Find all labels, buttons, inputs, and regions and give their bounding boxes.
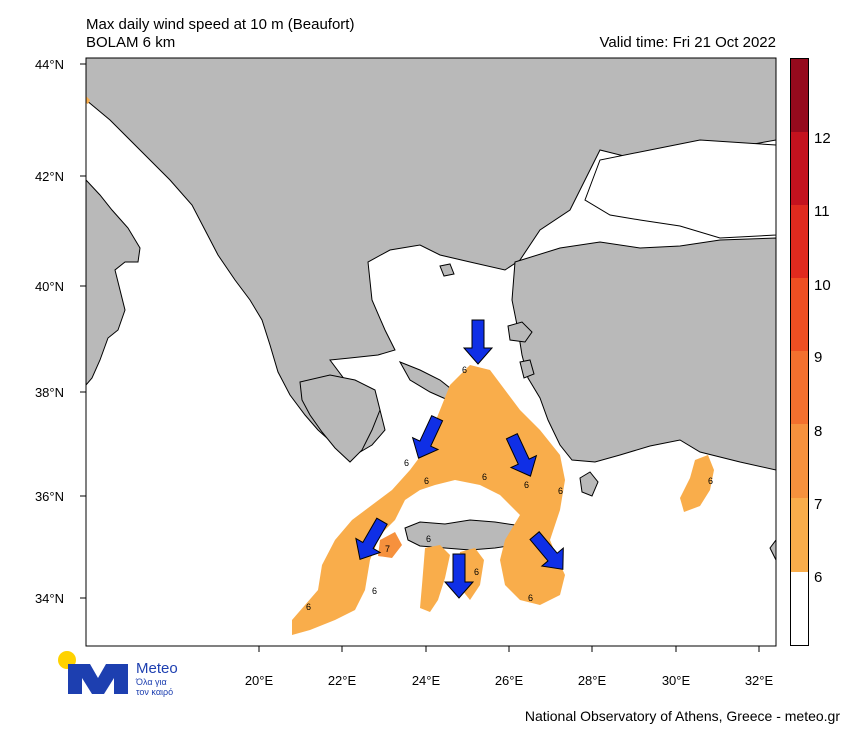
wind-arrows <box>355 319 564 599</box>
lon-label: 28°E <box>577 673 607 688</box>
colorbar-segment-lt6 <box>791 572 808 645</box>
colorbar-label: 10 <box>814 277 831 294</box>
wind-value-label: 6 <box>708 476 713 486</box>
map-frame <box>85 57 777 647</box>
colorbar-segment-6 <box>791 498 808 572</box>
arrow-icon <box>443 553 475 599</box>
land-rhodes <box>579 471 599 497</box>
colorbar-segment-11 <box>791 132 808 205</box>
arrow-icon <box>505 433 538 477</box>
colorbar-label: 6 <box>814 569 823 586</box>
valid-time: Valid time: Fri 21 Oct 2022 <box>599 34 776 51</box>
wind-value-label: 6 <box>426 534 431 544</box>
arrow-icon <box>529 531 564 570</box>
land-chios <box>519 359 535 379</box>
land-cyprus <box>769 539 776 561</box>
lat-label: 40°N <box>34 279 64 294</box>
wind-area-south-crete <box>420 545 450 612</box>
colorbar-label: 11 <box>814 203 830 220</box>
wind-value-label: 6 <box>474 567 479 577</box>
lon-label: 20°E <box>244 673 274 688</box>
arrow-icon <box>355 517 388 560</box>
map-title: Max daily wind speed at 10 m (Beaufort) <box>86 16 355 33</box>
lon-label: 24°E <box>411 673 441 688</box>
wind-value-label: 6 <box>482 472 487 482</box>
lon-label: 26°E <box>494 673 524 688</box>
colorbar <box>790 58 809 646</box>
colorbar-segment-8 <box>791 351 808 424</box>
colorbar-label: 7 <box>814 496 823 513</box>
wind-value-label: 6 <box>372 586 377 596</box>
colorbar-label: 12 <box>814 130 831 147</box>
lat-label: 42°N <box>34 169 64 184</box>
land-thasos <box>439 263 455 277</box>
colorbar-segment-10 <box>791 205 808 278</box>
lon-label: 30°E <box>661 673 691 688</box>
lat-label: 34°N <box>34 591 64 606</box>
wind-value-label: 6 <box>306 602 311 612</box>
colorbar-segment-7 <box>791 424 808 498</box>
wind-value-label: 6 <box>528 593 533 603</box>
logo-tagline: Όλα για <box>136 677 167 687</box>
wind-value-label: 6 <box>462 365 467 375</box>
model-name: BOLAM 6 km <box>86 34 176 51</box>
colorbar-segment-12 <box>791 59 808 132</box>
wind-area-east-med <box>680 455 714 512</box>
logo-name: Meteo <box>136 660 178 677</box>
lon-label: 32°E <box>744 673 774 688</box>
wind-value-label: 6 <box>424 476 429 486</box>
wind-area-aegean <box>292 365 565 635</box>
axis-ticks <box>80 63 760 652</box>
footer-credit: National Observatory of Athens, Greece -… <box>524 708 840 724</box>
land-italy <box>86 179 141 386</box>
black-sea <box>584 139 776 239</box>
wind-area-italy <box>86 96 90 104</box>
land-lesvos <box>507 321 533 343</box>
lat-label: 36°N <box>34 489 64 504</box>
logo-tagline: τον καιρό <box>136 687 174 697</box>
wind-value-label: 6 <box>404 458 409 468</box>
wind-area-bf7 <box>378 532 402 558</box>
value-labels: 6 6 6 6 6 6 6 6 7 6 6 6 6 <box>306 365 713 612</box>
colorbar-label: 9 <box>814 349 823 366</box>
meteo-logo <box>58 651 128 694</box>
lat-label: 44°N <box>34 57 64 72</box>
colorbar-segment-9 <box>791 278 808 351</box>
lat-label: 38°N <box>34 385 64 400</box>
wind-value-label: 6 <box>558 486 563 496</box>
arrow-icon <box>462 319 494 365</box>
wind-value-label: 6 <box>524 480 529 490</box>
arrow-icon <box>411 415 444 459</box>
lon-label: 22°E <box>327 673 357 688</box>
colorbar-label: 8 <box>814 423 823 440</box>
wind-value-label: 7 <box>385 544 390 554</box>
m-letter-icon <box>68 664 128 694</box>
land-peloponnese <box>299 374 381 463</box>
